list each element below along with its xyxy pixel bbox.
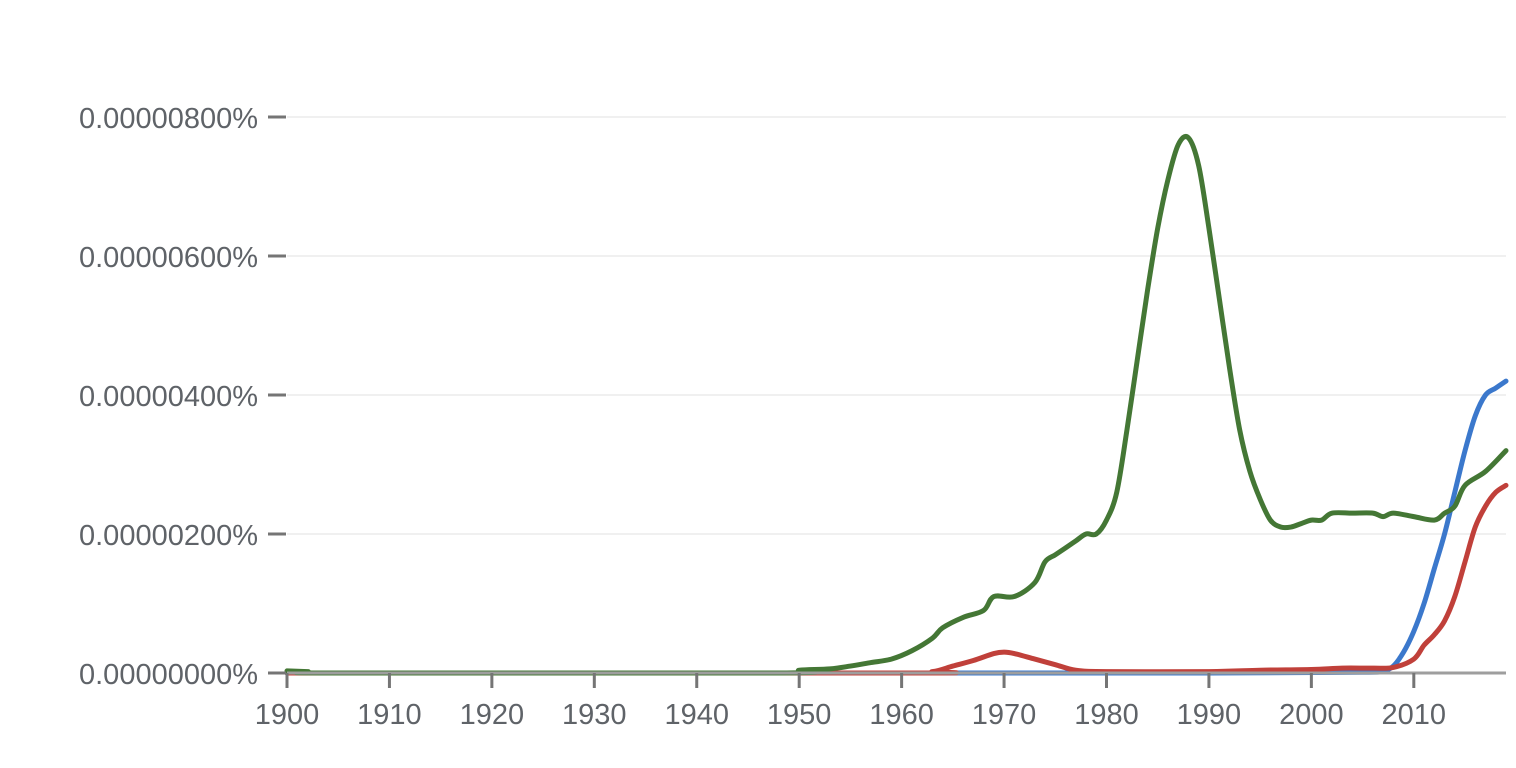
series-line-1[interactable] [284,378,1509,676]
x-tick-label: 1990 [1177,699,1242,731]
x-tick-label: 1950 [767,699,832,731]
y-tick-label: 0.00000400% [79,381,258,413]
x-tick-label: 2010 [1382,699,1447,731]
y-tick-label: 0.00000200% [79,520,258,552]
series-line-3[interactable] [284,134,1509,676]
series-line-2[interactable] [284,482,1509,676]
x-tick-label: 1910 [357,699,422,731]
grid-layer [287,116,1506,535]
axis-layer: 0.00000000% 0.00000200% 0.00000400% 0.00000… [79,103,1506,731]
y-tick-label: 0.00000600% [79,242,258,274]
y-tick-label: 0.00000800% [79,103,258,135]
x-tick-label: 1980 [1074,699,1139,731]
series-layer [284,134,1509,676]
x-tick-label: 1920 [460,699,525,731]
x-tick-label: 2000 [1279,699,1344,731]
x-tick-label: 1970 [972,699,1037,731]
x-tick-label: 1900 [255,699,320,731]
x-tick-label: 1930 [562,699,627,731]
y-tick-label: 0.00000000% [79,659,258,691]
x-tick-label: 1940 [664,699,729,731]
x-tick-label: 1960 [869,699,934,731]
